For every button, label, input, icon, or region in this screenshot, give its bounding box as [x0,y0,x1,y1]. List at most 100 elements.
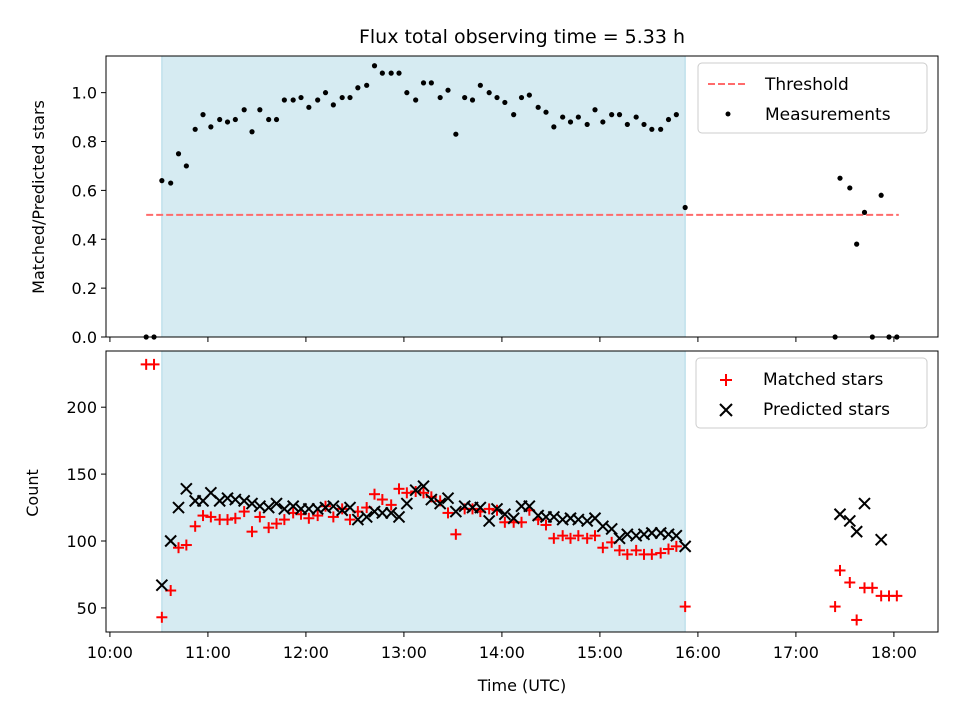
predicted-star-point [270,497,283,510]
measurement-point [560,114,566,120]
predicted-star-point [286,500,300,513]
top-y-axis: 0.0 0.2 0.4 0.6 0.8 1.0 [72,84,106,347]
matched-star-point [173,542,185,554]
measurement-point [315,97,321,103]
matched-star-point [548,532,560,544]
measurement-point [609,112,615,118]
x-stroke-b [384,506,398,520]
measurement-point [526,92,532,98]
x-stroke-b [417,479,430,493]
matched-star-point [189,520,201,532]
predicted-star-point [360,510,373,524]
matched-star-point [271,518,283,530]
y-tick-label: 1.0 [72,84,97,103]
measurement-point [290,97,296,103]
measurement-point [241,107,247,113]
measurement-point [575,114,581,120]
x-stroke-b [605,522,618,536]
predicted-star-point [580,514,594,528]
x-stroke-b [556,513,569,526]
x-stroke-b [319,501,332,514]
matched-star-point [222,514,234,526]
matched-star-point [557,530,569,542]
matched-star-point [369,488,381,500]
matched-star-point [581,532,593,544]
measurement-point [673,112,679,118]
matched-star-point [540,519,552,531]
matched-star-point [229,512,241,524]
measurement-point [518,94,525,101]
predicted-star-point [613,532,626,545]
predicted-star-point [213,494,226,508]
top-panel: 0.0 0.2 0.4 0.6 0.8 1.0 Flux total observing … [29,26,939,347]
x-stroke-b [498,508,512,521]
x-stroke-b [270,497,283,510]
x-tick-label: 18:00 [871,643,917,662]
predicted-star-point [474,501,487,514]
predicted-star-point [507,512,520,525]
x-stroke-b [441,491,455,505]
top-shaded-region [161,55,686,338]
x-stroke-b [833,508,847,521]
measurement-point [847,185,853,191]
measurement-point [298,94,304,101]
predicted-star-point [596,520,610,533]
predicted-star-point [645,526,659,540]
measurement-point [616,112,623,118]
measurement-point [371,63,378,69]
measurement-point [266,116,272,123]
x-stroke-b [670,529,683,542]
matched-star-point [844,576,856,588]
predicted-star-point [425,493,438,506]
measurement-point [453,131,459,137]
measurement-point [232,116,238,123]
measurement-point [837,175,843,181]
matched-star-point [246,526,258,538]
measurement-point [624,121,630,128]
legend-matched-swatch [720,374,732,386]
measurement-point [486,90,492,96]
predicted-star-point [498,508,512,521]
measurement-point [208,124,214,130]
top-legend: Threshold Measurements [697,62,928,134]
x-stroke-b [262,501,275,514]
predicted-star-point [843,514,857,528]
x-stroke-b [629,529,643,542]
measurement-point [641,121,647,128]
measurement-point [364,82,370,88]
x-stroke-b [507,512,520,525]
predicted-star-point [400,497,414,510]
x-stroke-b [311,502,324,516]
measurement-point [477,82,483,88]
x-stroke-b [237,494,251,508]
predicted-star-point [180,482,193,496]
measurement-point [183,163,189,169]
bottom-plot-frame [105,350,939,633]
matched-star-point [834,564,846,576]
matched-star-point [597,542,609,554]
measurement-point [379,70,385,76]
y-tick-label: 0.8 [72,133,97,152]
matched-star-point [344,514,356,526]
predicted-star-point [278,502,291,516]
matched-star-point [156,611,168,623]
x-stroke-b [327,500,340,513]
measurement-point [159,178,165,184]
matched-star-point [303,512,315,524]
predicted-star-point [482,514,496,528]
predicted-star-point [392,510,406,524]
y-tick-label: 200 [66,398,97,417]
x-stroke-b [858,497,871,510]
x-stroke-b [637,528,651,541]
measurement-point [273,116,280,123]
matched-star-point [180,539,192,551]
bottom-legend-box [695,357,928,429]
matched-star-point [205,511,217,523]
y-tick-label: 0.4 [72,230,97,249]
bottom-panel: 50 100 150 200 10:00 11:00 12:00 13:00 14:00 15:… [23,350,939,695]
predicted-stars-points [155,479,888,592]
measurement-points [143,63,900,340]
x-stroke-b [343,501,357,514]
matched-star-point [238,506,250,518]
x-stroke-b [433,497,447,510]
